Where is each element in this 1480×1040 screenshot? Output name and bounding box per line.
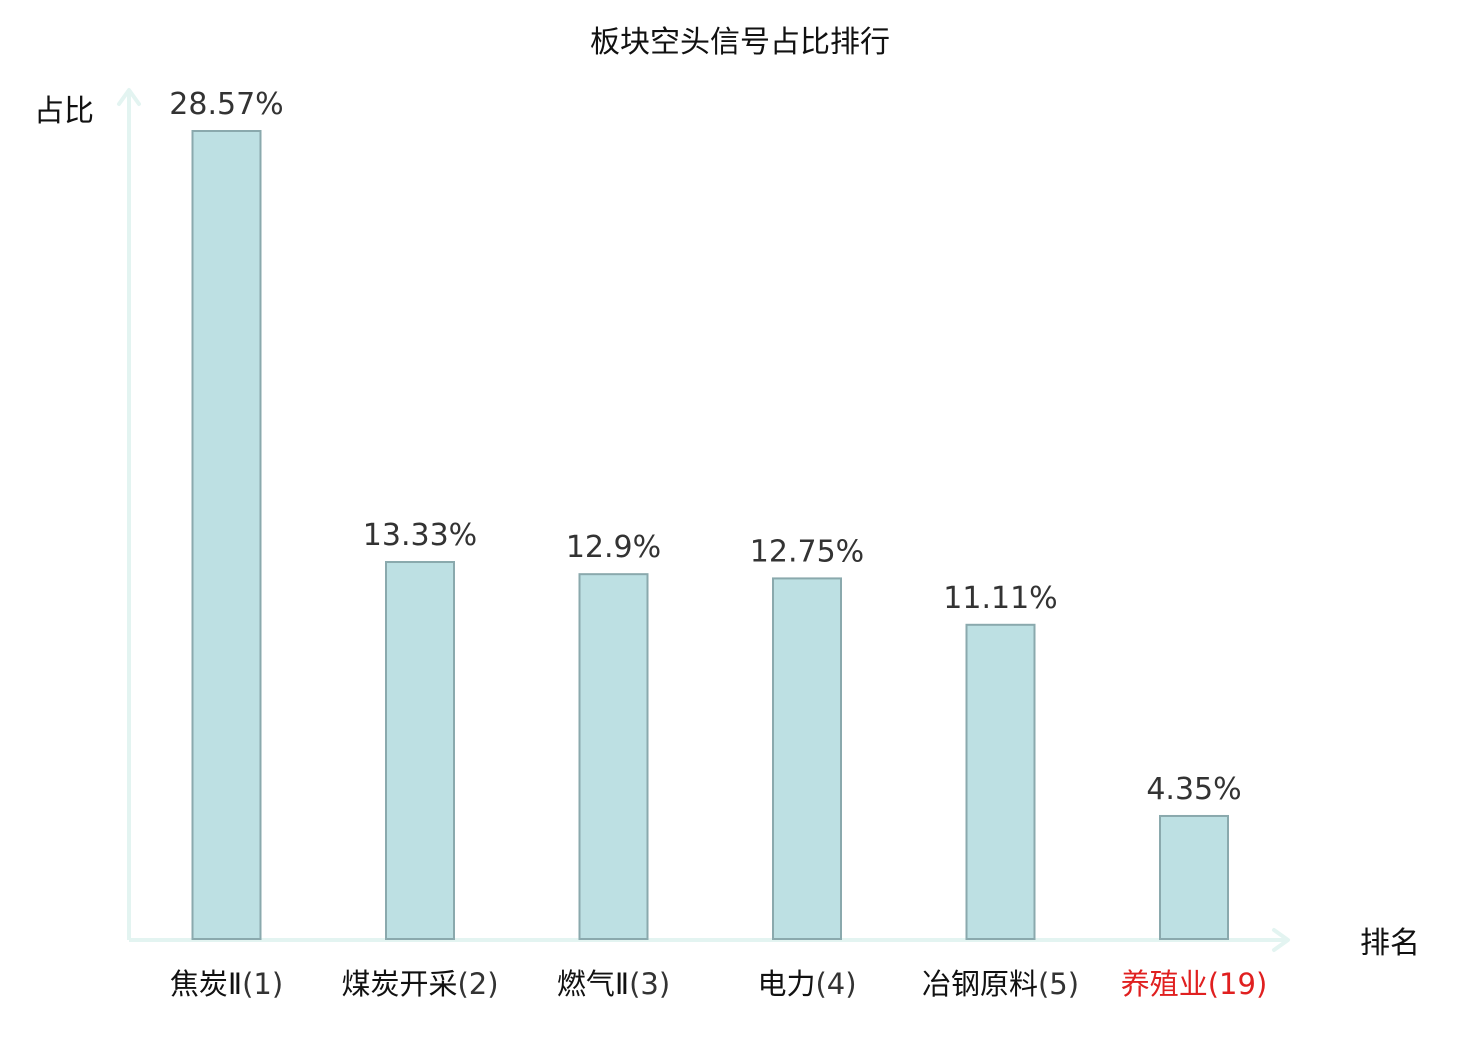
category-name: 电力 (757, 967, 815, 1001)
category-rank: (2) (457, 967, 498, 1001)
category-label-2: 煤炭开采(2) (341, 967, 498, 1001)
category-labels-group: 焦炭Ⅱ(1) 煤炭开采(2) 燃气Ⅱ(3) 电力(4) 冶钢原料(5) 养殖业(19) (170, 967, 1267, 1001)
category-label-5: 冶钢原料(5) (922, 967, 1079, 1001)
chart-title: 板块空头信号占比排行 (590, 25, 890, 60)
value-label-2: 13.33% (363, 518, 477, 553)
x-axis-arrow (1272, 928, 1290, 952)
category-name: 养殖业 (1121, 967, 1208, 1001)
category-rank: (5) (1038, 967, 1079, 1001)
value-label-5: 11.11% (943, 581, 1057, 616)
value-labels-group: 28.57% 13.33% 12.9% 12.75% 11.11% 4.35% (169, 87, 1241, 807)
bar-3 (578, 573, 649, 940)
x-axis: 排名 (129, 926, 1420, 961)
category-name: 冶钢原料 (922, 967, 1038, 1001)
category-rank: (19) (1208, 967, 1268, 1001)
value-label-1: 28.57% (169, 87, 283, 122)
bar-1 (191, 130, 262, 940)
category-label-4: 电力(4) (757, 967, 856, 1001)
category-rank: (4) (815, 967, 856, 1001)
category-label-6: 养殖业(19) (1121, 967, 1268, 1001)
value-label-4: 12.75% (750, 534, 864, 569)
bar-2 (385, 561, 455, 940)
y-axis-arrow (117, 88, 141, 106)
category-label-3: 燃气Ⅱ(3) (557, 967, 670, 1001)
bar-6 (1159, 814, 1229, 940)
value-label-6: 4.35% (1146, 772, 1241, 807)
category-name: 焦炭Ⅱ (170, 967, 242, 1001)
bar-4 (772, 577, 842, 941)
category-rank: (3) (629, 967, 670, 1001)
value-label-3: 12.9% (566, 530, 661, 565)
bar-5 (965, 623, 1036, 941)
category-rank: (1) (242, 967, 283, 1001)
y-axis-label: 占比 (34, 94, 94, 129)
y-axis: 占比 (34, 88, 141, 940)
category-label-1: 焦炭Ⅱ(1) (170, 967, 283, 1001)
bars-group (191, 130, 1229, 941)
category-name: 煤炭开采 (341, 967, 457, 1001)
category-name: 燃气Ⅱ (557, 967, 629, 1001)
x-axis-label: 排名 (1360, 926, 1420, 961)
